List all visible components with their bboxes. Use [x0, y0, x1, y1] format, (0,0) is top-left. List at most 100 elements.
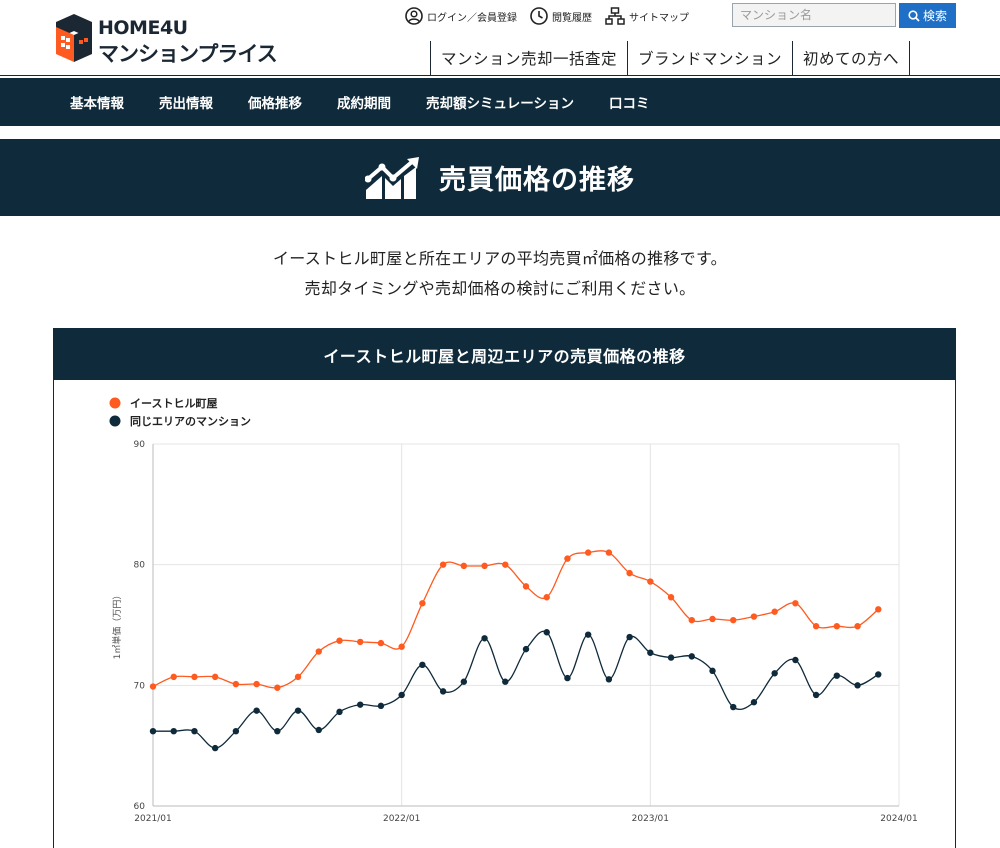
- data-point-series-2: [460, 678, 468, 685]
- section-title: 売買価格の推移: [439, 165, 635, 196]
- data-point-series-2: [357, 701, 364, 708]
- data-point-series-2: [792, 656, 799, 664]
- main-nav: 基本情報 売出情報 価格推移 成約期間 売却額シミュレーション 口コミ: [0, 78, 1000, 126]
- x-tick-label: 2021/01: [134, 814, 171, 824]
- data-point-series-1: [357, 638, 364, 646]
- data-point-series-2: [522, 645, 530, 653]
- data-point-series-2: [191, 727, 198, 735]
- data-point-series-1: [149, 683, 157, 690]
- data-point-series-1: [170, 673, 177, 681]
- data-point-series-2: [439, 688, 447, 695]
- nav-item-basic-info[interactable]: 基本情報: [70, 96, 124, 112]
- data-point-series-1: [191, 673, 198, 681]
- legend-marker: [109, 397, 121, 409]
- data-point-series-2: [502, 678, 509, 685]
- data-point-series-1: [294, 673, 302, 681]
- first-time-guide-link[interactable]: 初めての方へ: [792, 41, 909, 75]
- data-point-series-1: [439, 561, 447, 568]
- sitemap-link[interactable]: サイトマップ: [605, 7, 689, 25]
- intro-line-1: イーストヒル町屋と所在エリアの平均売買㎡価格の推移です。: [272, 249, 727, 268]
- data-point-series-2: [730, 703, 737, 711]
- nav-item-reviews[interactable]: 口コミ: [608, 96, 650, 112]
- data-point-series-2: [709, 667, 716, 675]
- search-button[interactable]: 検索: [899, 3, 956, 28]
- x-tick-label: 2023/01: [632, 814, 669, 824]
- building-logo-icon: [56, 14, 92, 62]
- data-point-series-1: [315, 648, 322, 655]
- x-tick-label: 2024/01: [880, 814, 917, 824]
- data-point-series-2: [253, 707, 260, 714]
- data-point-series-2: [398, 691, 405, 699]
- data-point-series-1: [584, 549, 592, 556]
- intro-line-2: 売却タイミングや売却価格の検討にご利用ください。: [304, 279, 696, 298]
- data-point-series-2: [211, 744, 219, 752]
- data-point-series-1: [647, 578, 654, 585]
- utility-nav: ログイン／会員登録 閲覧履歴 サイトマップ: [405, 5, 702, 27]
- login-link[interactable]: ログイン／会員登録: [405, 7, 517, 25]
- series-line-2: [153, 630, 879, 749]
- data-point-series-2: [377, 702, 385, 710]
- brand-mansion-link[interactable]: ブランドマンション: [627, 41, 792, 75]
- data-point-series-2: [149, 727, 157, 735]
- data-point-series-2: [875, 671, 882, 678]
- history-link[interactable]: 閲覧履歴: [530, 7, 592, 25]
- y-axis-label: 1㎡単価（万円）: [111, 591, 123, 660]
- legend-label: イーストヒル町屋: [130, 397, 217, 410]
- data-point-series-1: [688, 616, 695, 624]
- y-tick-label: 90: [134, 440, 146, 450]
- legend-label: 同じエリアのマンション: [130, 415, 251, 428]
- data-point-series-2: [771, 670, 778, 677]
- mansion-search-input[interactable]: [732, 3, 896, 27]
- data-point-series-1: [709, 615, 716, 623]
- data-point-series-1: [543, 594, 550, 601]
- data-point-series-2: [232, 727, 240, 735]
- data-point-series-2: [584, 631, 592, 638]
- data-point-series-1: [875, 606, 882, 613]
- nav-item-sale-period[interactable]: 成約期間: [337, 96, 391, 112]
- header-divider: [0, 75, 1000, 76]
- data-point-series-1: [730, 616, 737, 624]
- data-point-series-2: [833, 672, 841, 679]
- data-point-series-1: [854, 623, 861, 630]
- data-point-series-1: [460, 562, 468, 570]
- section-title-banner: 売買価格の推移: [0, 139, 1000, 216]
- bulk-appraisal-link[interactable]: マンション売却一括査定: [430, 41, 627, 75]
- price-trend-chart: 60 70 80 90 2021/01 2022/01 2023/01 2024/01 1㎡単価…: [109, 397, 918, 824]
- data-point-series-2: [647, 649, 654, 656]
- data-point-series-1: [750, 613, 758, 620]
- sitemap-link-label: サイトマップ: [629, 12, 689, 24]
- logo-wordmark-bottom: マンションプライス: [98, 42, 278, 66]
- history-link-label: 閲覧履歴: [552, 12, 592, 24]
- nav-item-sale-simulation[interactable]: 売却額シミュレーション: [426, 96, 574, 112]
- data-point-series-1: [626, 569, 633, 577]
- nav-item-price-trend[interactable]: 価格推移: [248, 96, 302, 112]
- clock-icon: [530, 7, 548, 25]
- data-point-series-2: [543, 629, 550, 636]
- header-links: マンション売却一括査定 ブランドマンション 初めての方へ: [430, 41, 911, 75]
- data-point-series-2: [688, 653, 695, 660]
- data-point-series-1: [522, 583, 530, 590]
- data-point-series-2: [812, 691, 820, 699]
- data-point-series-2: [667, 654, 675, 661]
- search-button-label: 検索: [922, 9, 947, 23]
- data-point-series-2: [854, 682, 861, 689]
- user-circle-icon: [405, 7, 423, 25]
- site-logo[interactable]: HOME4U マンションプライス: [55, 13, 305, 66]
- site-header: HOME4U マンションプライス ログイン／会員登録 閲覧履歴: [0, 0, 1000, 76]
- data-point-series-2: [336, 708, 343, 716]
- data-point-series-1: [336, 637, 343, 644]
- nav-item-listings[interactable]: 売出情報: [159, 96, 213, 112]
- data-point-series-1: [253, 680, 260, 688]
- data-point-series-2: [274, 727, 281, 735]
- data-point-series-1: [377, 639, 385, 647]
- data-point-series-1: [605, 549, 613, 556]
- data-point-series-2: [481, 635, 488, 642]
- data-point-series-1: [792, 600, 799, 607]
- data-point-series-1: [419, 600, 426, 607]
- data-point-series-1: [398, 643, 405, 650]
- login-link-label: ログイン／会員登録: [427, 12, 517, 24]
- data-point-series-1: [481, 562, 488, 570]
- data-point-series-2: [626, 633, 633, 641]
- intro-text: イーストヒル町屋と所在エリアの平均売買㎡価格の推移です。 売却タイミングや売却価…: [0, 244, 1000, 304]
- data-point-series-2: [605, 676, 613, 683]
